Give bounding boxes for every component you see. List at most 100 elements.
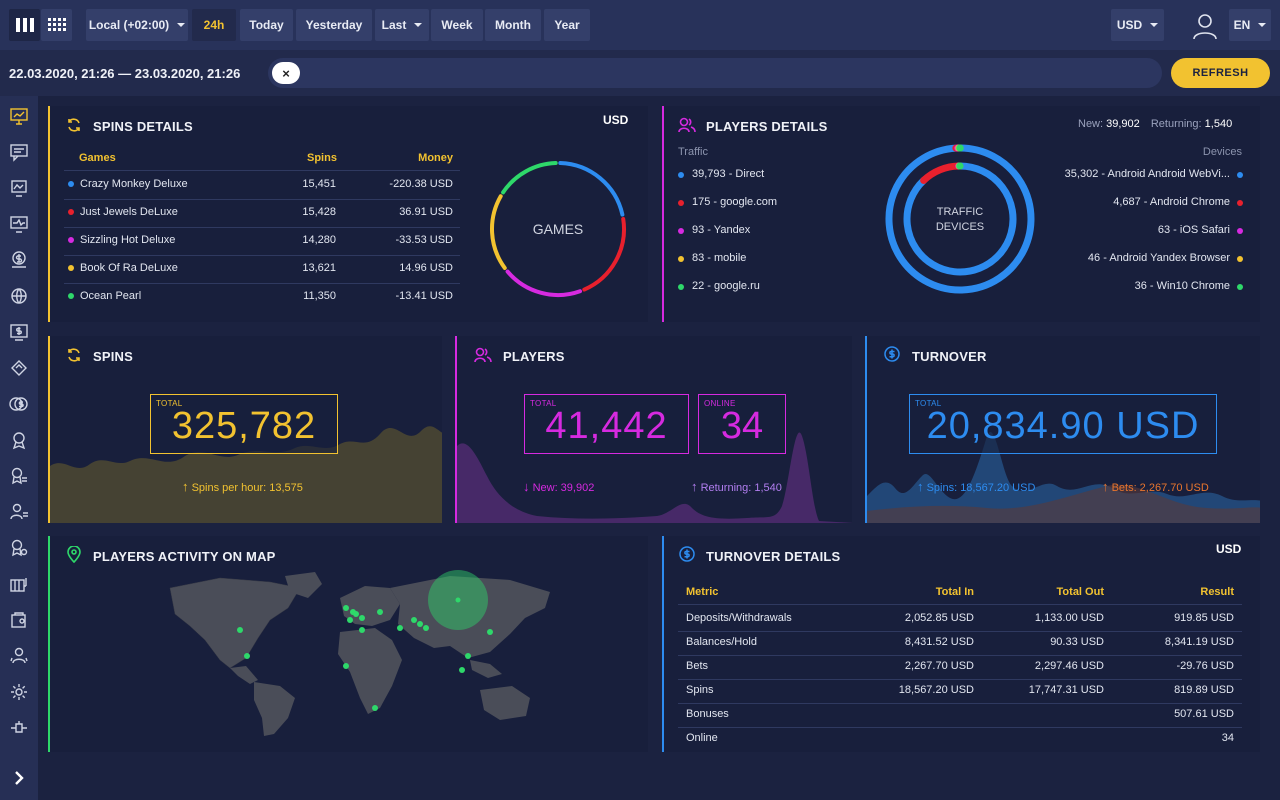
traffic-source: 93 - Yandex xyxy=(692,224,751,236)
world-map[interactable] xyxy=(150,568,560,738)
continent-australia xyxy=(480,686,530,720)
game-color-dot xyxy=(68,181,74,187)
metric-column-header: Metric xyxy=(686,586,719,598)
dollar-coin-icon xyxy=(12,251,26,268)
sidebar-item-partners[interactable] xyxy=(0,638,38,674)
activity-dot[interactable] xyxy=(359,615,365,621)
device-item: 4,687 - Android Chrome xyxy=(1113,196,1230,208)
game-donut-segment[interactable] xyxy=(558,161,625,217)
range-week-button[interactable]: Week xyxy=(431,9,483,41)
activity-dot[interactable] xyxy=(343,605,349,611)
spins-per-hour-text: Spins per hour: 13,575 xyxy=(191,482,303,494)
range-year-button[interactable]: Year xyxy=(544,9,590,41)
layout-grid-button[interactable] xyxy=(41,9,72,41)
sidebar-item-users[interactable] xyxy=(0,494,38,530)
row-divider xyxy=(678,703,1242,704)
activity-dot[interactable] xyxy=(397,625,403,631)
game-donut-segment[interactable] xyxy=(501,161,558,195)
game-spins: 15,451 xyxy=(302,178,336,190)
sidebar-item-games[interactable] xyxy=(0,566,38,602)
currency-dropdown[interactable]: USD xyxy=(1111,9,1164,41)
traffic-color-dot xyxy=(678,228,684,234)
sidebar-expand-button[interactable] xyxy=(0,760,38,796)
chevron-down-icon xyxy=(177,23,186,27)
devices-label: Devices xyxy=(1202,146,1242,158)
continent-central-america xyxy=(230,666,258,684)
activity-dot[interactable] xyxy=(244,653,250,659)
game-donut-segment[interactable] xyxy=(505,269,583,297)
user-profile-button[interactable] xyxy=(1192,12,1218,40)
game-spins: 14,280 xyxy=(302,234,336,246)
sidebar-item-settings[interactable] xyxy=(0,674,38,710)
sidebar-item-messages[interactable] xyxy=(0,134,38,170)
metric-result: 507.61 USD xyxy=(1174,708,1234,720)
device-donut-segment[interactable] xyxy=(903,162,1017,276)
arrow-up-icon: ↑ xyxy=(691,479,698,494)
activity-dot[interactable] xyxy=(455,597,461,603)
game-spins: 13,621 xyxy=(302,262,336,274)
activity-dot[interactable] xyxy=(353,611,359,617)
activity-dot[interactable] xyxy=(372,705,378,711)
activity-dot[interactable] xyxy=(423,625,429,631)
range-today-button[interactable]: Today xyxy=(240,9,293,41)
sidebar-item-payments[interactable] xyxy=(0,314,38,350)
activity-dot[interactable] xyxy=(237,627,243,633)
range-24h-button[interactable]: 24h xyxy=(192,9,236,41)
spins-total-box: TOTAL 325,782 xyxy=(150,394,338,454)
coins-icon xyxy=(9,397,28,411)
turnover-bets: ↑ Bets: 2,267.70 USD xyxy=(1102,479,1209,494)
device-item: 46 - Android Yandex Browser xyxy=(1087,252,1230,264)
sidebar-item-reports[interactable] xyxy=(0,170,38,206)
turnover-details-panel: TURNOVER DETAILS USD Metric Total In Tot… xyxy=(662,536,1260,752)
sidebar-item-awards[interactable] xyxy=(0,422,38,458)
sidebar-item-monitoring[interactable] xyxy=(0,206,38,242)
game-name: Ocean Pearl xyxy=(80,290,142,302)
date-range-field[interactable] xyxy=(268,58,1162,88)
sidebar-item-finance[interactable] xyxy=(0,242,38,278)
activity-dot[interactable] xyxy=(411,617,417,623)
sidebar-item-award-list[interactable] xyxy=(0,458,38,494)
layout-columns-button[interactable] xyxy=(9,9,40,41)
ticket-icon xyxy=(11,360,27,376)
turnover-total-box: TOTAL 20,834.90 USD xyxy=(909,394,1217,454)
activity-dot[interactable] xyxy=(377,609,383,615)
game-spins: 15,428 xyxy=(302,206,336,218)
spins-title: SPINS xyxy=(93,349,134,364)
sidebar-item-tickets[interactable] xyxy=(0,350,38,386)
metric-total-in: 8,431.52 USD xyxy=(904,636,974,648)
traffic-donut-segment[interactable] xyxy=(885,144,1035,294)
spins-panel: SPINS TOTAL 325,782 ↑ Spins per hour: 13… xyxy=(48,336,442,523)
range-month-button[interactable]: Month xyxy=(485,9,541,41)
continent-southeast-asia xyxy=(470,660,502,678)
game-donut-segment[interactable] xyxy=(490,194,507,270)
range-yesterday-button[interactable]: Yesterday xyxy=(296,9,372,41)
dollar-coin-icon xyxy=(884,346,900,362)
activity-dot[interactable] xyxy=(343,663,349,669)
refresh-button[interactable]: REFRESH xyxy=(1171,58,1270,88)
game-name: Crazy Monkey Deluxe xyxy=(80,178,188,190)
game-donut-segment[interactable] xyxy=(582,217,626,292)
map-pin-icon xyxy=(67,546,81,563)
activity-dot[interactable] xyxy=(359,627,365,633)
row-divider xyxy=(64,199,460,200)
activity-dot[interactable] xyxy=(347,617,353,623)
activity-dot[interactable] xyxy=(459,667,465,673)
language-dropdown[interactable]: EN xyxy=(1229,9,1271,41)
device-donut-segment[interactable] xyxy=(920,162,963,184)
sidebar-item-dashboard[interactable] xyxy=(0,98,38,134)
activity-dot[interactable] xyxy=(487,629,493,635)
timezone-dropdown[interactable]: Local (+02:00) xyxy=(86,9,188,41)
sidebar-item-integrations[interactable] xyxy=(0,710,38,746)
sidebar-item-network[interactable] xyxy=(0,278,38,314)
range-last-dropdown[interactable]: Last xyxy=(375,9,429,41)
metric-name: Bonuses xyxy=(686,708,729,720)
sidebar-item-wallet[interactable] xyxy=(0,602,38,638)
activity-dot[interactable] xyxy=(465,653,471,659)
sidebar-item-cashback[interactable] xyxy=(0,386,38,422)
clear-date-button[interactable]: × xyxy=(272,62,300,84)
activity-dot[interactable] xyxy=(417,621,423,627)
game-name: Book Of Ra DeLuxe xyxy=(80,262,178,274)
turnover-area-chart xyxy=(867,432,1260,523)
spins-total-value: 325,782 xyxy=(171,404,317,447)
sidebar-item-user-settings[interactable] xyxy=(0,530,38,566)
